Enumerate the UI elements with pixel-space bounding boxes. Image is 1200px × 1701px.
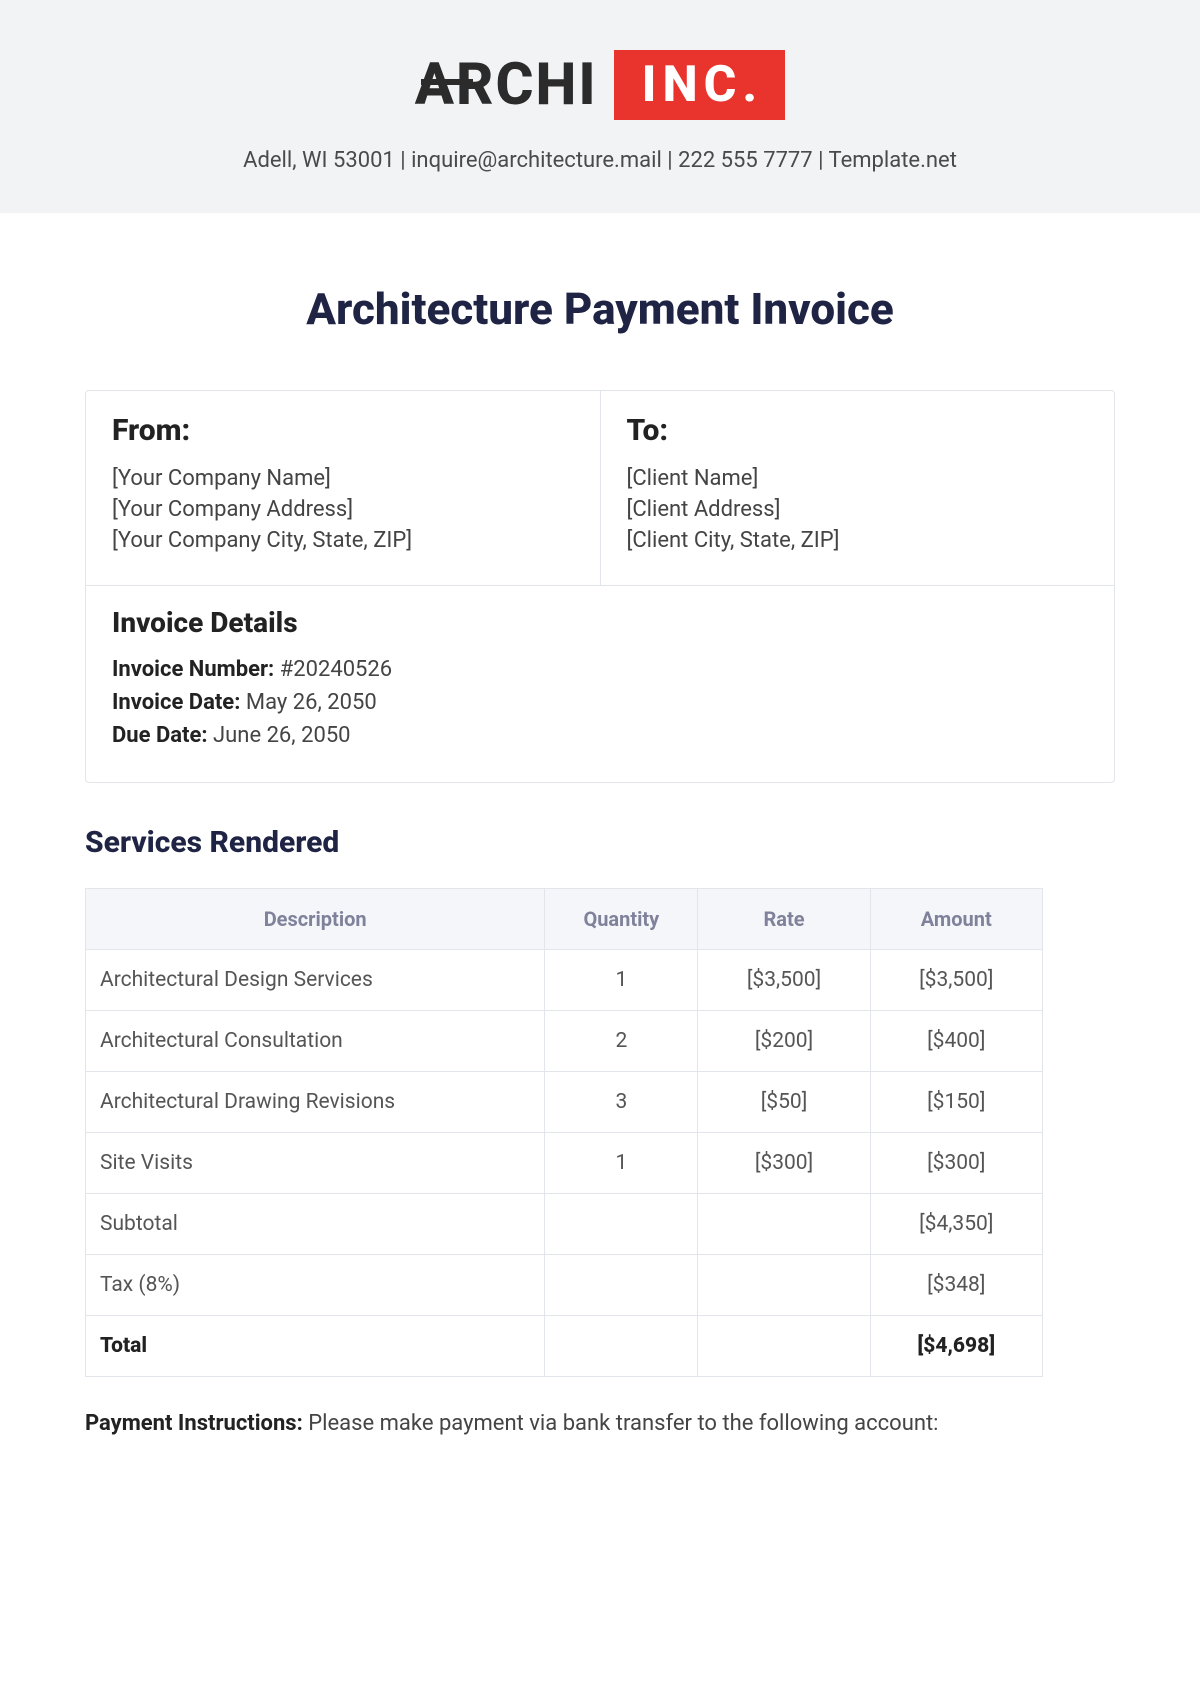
- cell-amount: [$150]: [870, 1072, 1042, 1133]
- detail-row: Invoice Date: May 26, 2050: [112, 690, 1088, 715]
- col-rate: Rate: [698, 889, 870, 950]
- info-box: From: [Your Company Name] [Your Company …: [85, 390, 1115, 783]
- page-title: Architecture Payment Invoice: [85, 283, 1115, 335]
- table-row: Site Visits1[$300][$300]: [86, 1133, 1043, 1194]
- col-quantity: Quantity: [545, 889, 698, 950]
- from-line: [Your Company Name]: [112, 466, 574, 491]
- col-amount: Amount: [870, 889, 1042, 950]
- header-band: ARCHI INC. Adell, WI 53001 | inquire@arc…: [0, 0, 1200, 213]
- payment-text: Please make payment via bank transfer to…: [308, 1411, 938, 1436]
- cell-amount: [$3,500]: [870, 950, 1042, 1011]
- from-line: [Your Company Address]: [112, 497, 574, 522]
- table-row: Subtotal [$4,350]: [86, 1194, 1043, 1255]
- from-to-row: From: [Your Company Name] [Your Company …: [86, 391, 1114, 585]
- cell-quantity: [545, 1255, 698, 1316]
- payment-instructions: Payment Instructions: Please make paymen…: [85, 1411, 1115, 1436]
- to-block: To: [Client Name] [Client Address] [Clie…: [601, 391, 1115, 585]
- to-heading: To:: [627, 413, 1089, 448]
- cell-description: Architectural Drawing Revisions: [86, 1072, 545, 1133]
- logo-badge-right: INC.: [614, 50, 786, 120]
- to-line: [Client City, State, ZIP]: [627, 528, 1089, 553]
- detail-label: Invoice Number:: [112, 657, 274, 682]
- cell-rate: [698, 1194, 870, 1255]
- to-line: [Client Name]: [627, 466, 1089, 491]
- from-line: [Your Company City, State, ZIP]: [112, 528, 574, 553]
- details-heading: Invoice Details: [112, 606, 1088, 639]
- from-block: From: [Your Company Name] [Your Company …: [86, 391, 601, 585]
- table-row: Architectural Drawing Revisions3[$50][$1…: [86, 1072, 1043, 1133]
- detail-label: Due Date:: [112, 723, 208, 748]
- cell-rate: [698, 1255, 870, 1316]
- cell-rate: [$200]: [698, 1011, 870, 1072]
- cell-quantity: 1: [545, 1133, 698, 1194]
- detail-row: Invoice Number: #20240526: [112, 657, 1088, 682]
- invoice-page: Architecture Payment Invoice From: [Your…: [0, 213, 1200, 1476]
- cell-rate: [$50]: [698, 1072, 870, 1133]
- cell-quantity: [545, 1194, 698, 1255]
- from-heading: From:: [112, 413, 574, 448]
- cell-description: Architectural Design Services: [86, 950, 545, 1011]
- cell-rate: [$300]: [698, 1133, 870, 1194]
- payment-label: Payment Instructions:: [85, 1411, 303, 1436]
- cell-quantity: 3: [545, 1072, 698, 1133]
- table-row: Tax (8%) [$348]: [86, 1255, 1043, 1316]
- table-header-row: Description Quantity Rate Amount: [86, 889, 1043, 950]
- cell-description: Total: [86, 1316, 545, 1377]
- cell-amount: [$300]: [870, 1133, 1042, 1194]
- cell-quantity: 2: [545, 1011, 698, 1072]
- cell-description: Site Visits: [86, 1133, 545, 1194]
- company-logo: ARCHI INC.: [415, 50, 786, 120]
- logo-text-left: ARCHI: [415, 51, 598, 119]
- col-description: Description: [86, 889, 545, 950]
- services-heading: Services Rendered: [85, 825, 1115, 860]
- table-row: Architectural Design Services1[$3,500][$…: [86, 950, 1043, 1011]
- cell-description: Subtotal: [86, 1194, 545, 1255]
- cell-rate: [698, 1316, 870, 1377]
- table-total-row: Total [$4,698]: [86, 1316, 1043, 1377]
- cell-rate: [$3,500]: [698, 950, 870, 1011]
- detail-value: #20240526: [280, 657, 392, 682]
- cell-quantity: 1: [545, 950, 698, 1011]
- invoice-details-block: Invoice Details Invoice Number: #2024052…: [86, 585, 1114, 782]
- cell-amount: [$400]: [870, 1011, 1042, 1072]
- cell-amount: [$4,350]: [870, 1194, 1042, 1255]
- detail-row: Due Date: June 26, 2050: [112, 723, 1088, 748]
- cell-quantity: [545, 1316, 698, 1377]
- cell-amount: [$4,698]: [870, 1316, 1042, 1377]
- detail-value: May 26, 2050: [246, 690, 377, 715]
- to-line: [Client Address]: [627, 497, 1089, 522]
- detail-value: June 26, 2050: [213, 723, 351, 748]
- cell-description: Architectural Consultation: [86, 1011, 545, 1072]
- detail-label: Invoice Date:: [112, 690, 240, 715]
- table-row: Architectural Consultation2[$200][$400]: [86, 1011, 1043, 1072]
- services-table: Description Quantity Rate Amount Archite…: [85, 888, 1043, 1377]
- cell-amount: [$348]: [870, 1255, 1042, 1316]
- cell-description: Tax (8%): [86, 1255, 545, 1316]
- contact-line: Adell, WI 53001 | inquire@architecture.m…: [0, 148, 1200, 173]
